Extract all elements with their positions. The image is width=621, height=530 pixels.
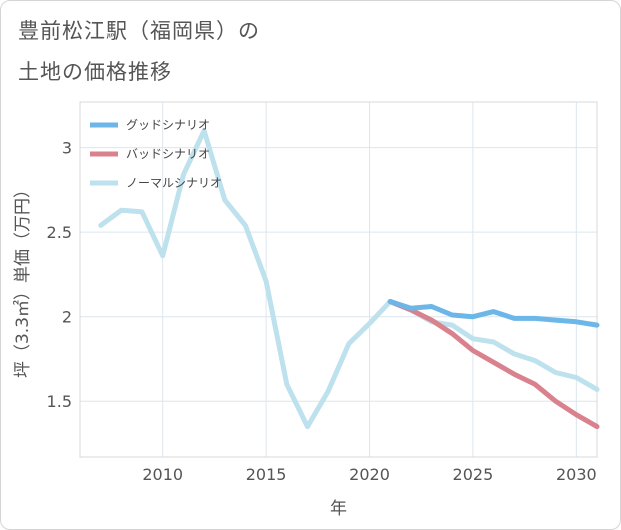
tick-labels: 2010 2015 2020 2025 2030 1.5 2 2.5 3: [47, 139, 597, 484]
x-tick-label: 2020: [349, 465, 390, 484]
series-line-0: [387, 299, 600, 328]
y-axis-label: 坪（3.3㎡）単価（万円）: [13, 181, 33, 378]
series-layer: [98, 128, 600, 430]
x-axis-label: 年: [330, 499, 347, 519]
series-line-2: [98, 128, 600, 430]
legend-label[interactable]: バッドシナリオ: [126, 147, 210, 161]
plot-area: [79, 101, 598, 458]
series-line-1: [387, 299, 600, 430]
legend-label[interactable]: ノーマルシナリオ: [126, 176, 222, 190]
x-tick-label: 2030: [556, 465, 597, 484]
y-tick-label: 2: [62, 308, 72, 327]
y-tick-label: 3: [62, 139, 72, 158]
y-tick-label: 2.5: [47, 223, 72, 242]
chart-title-line2: 土地の価格推移: [18, 60, 172, 84]
legend-label[interactable]: グッドシナリオ: [126, 118, 210, 132]
x-tick-label: 2015: [246, 465, 287, 484]
chart-title-line1: 豊前松江駅（福岡県）の: [18, 19, 260, 43]
x-tick-label: 2010: [142, 465, 183, 484]
y-tick-label: 1.5: [47, 392, 72, 411]
x-tick-label: 2025: [453, 465, 494, 484]
